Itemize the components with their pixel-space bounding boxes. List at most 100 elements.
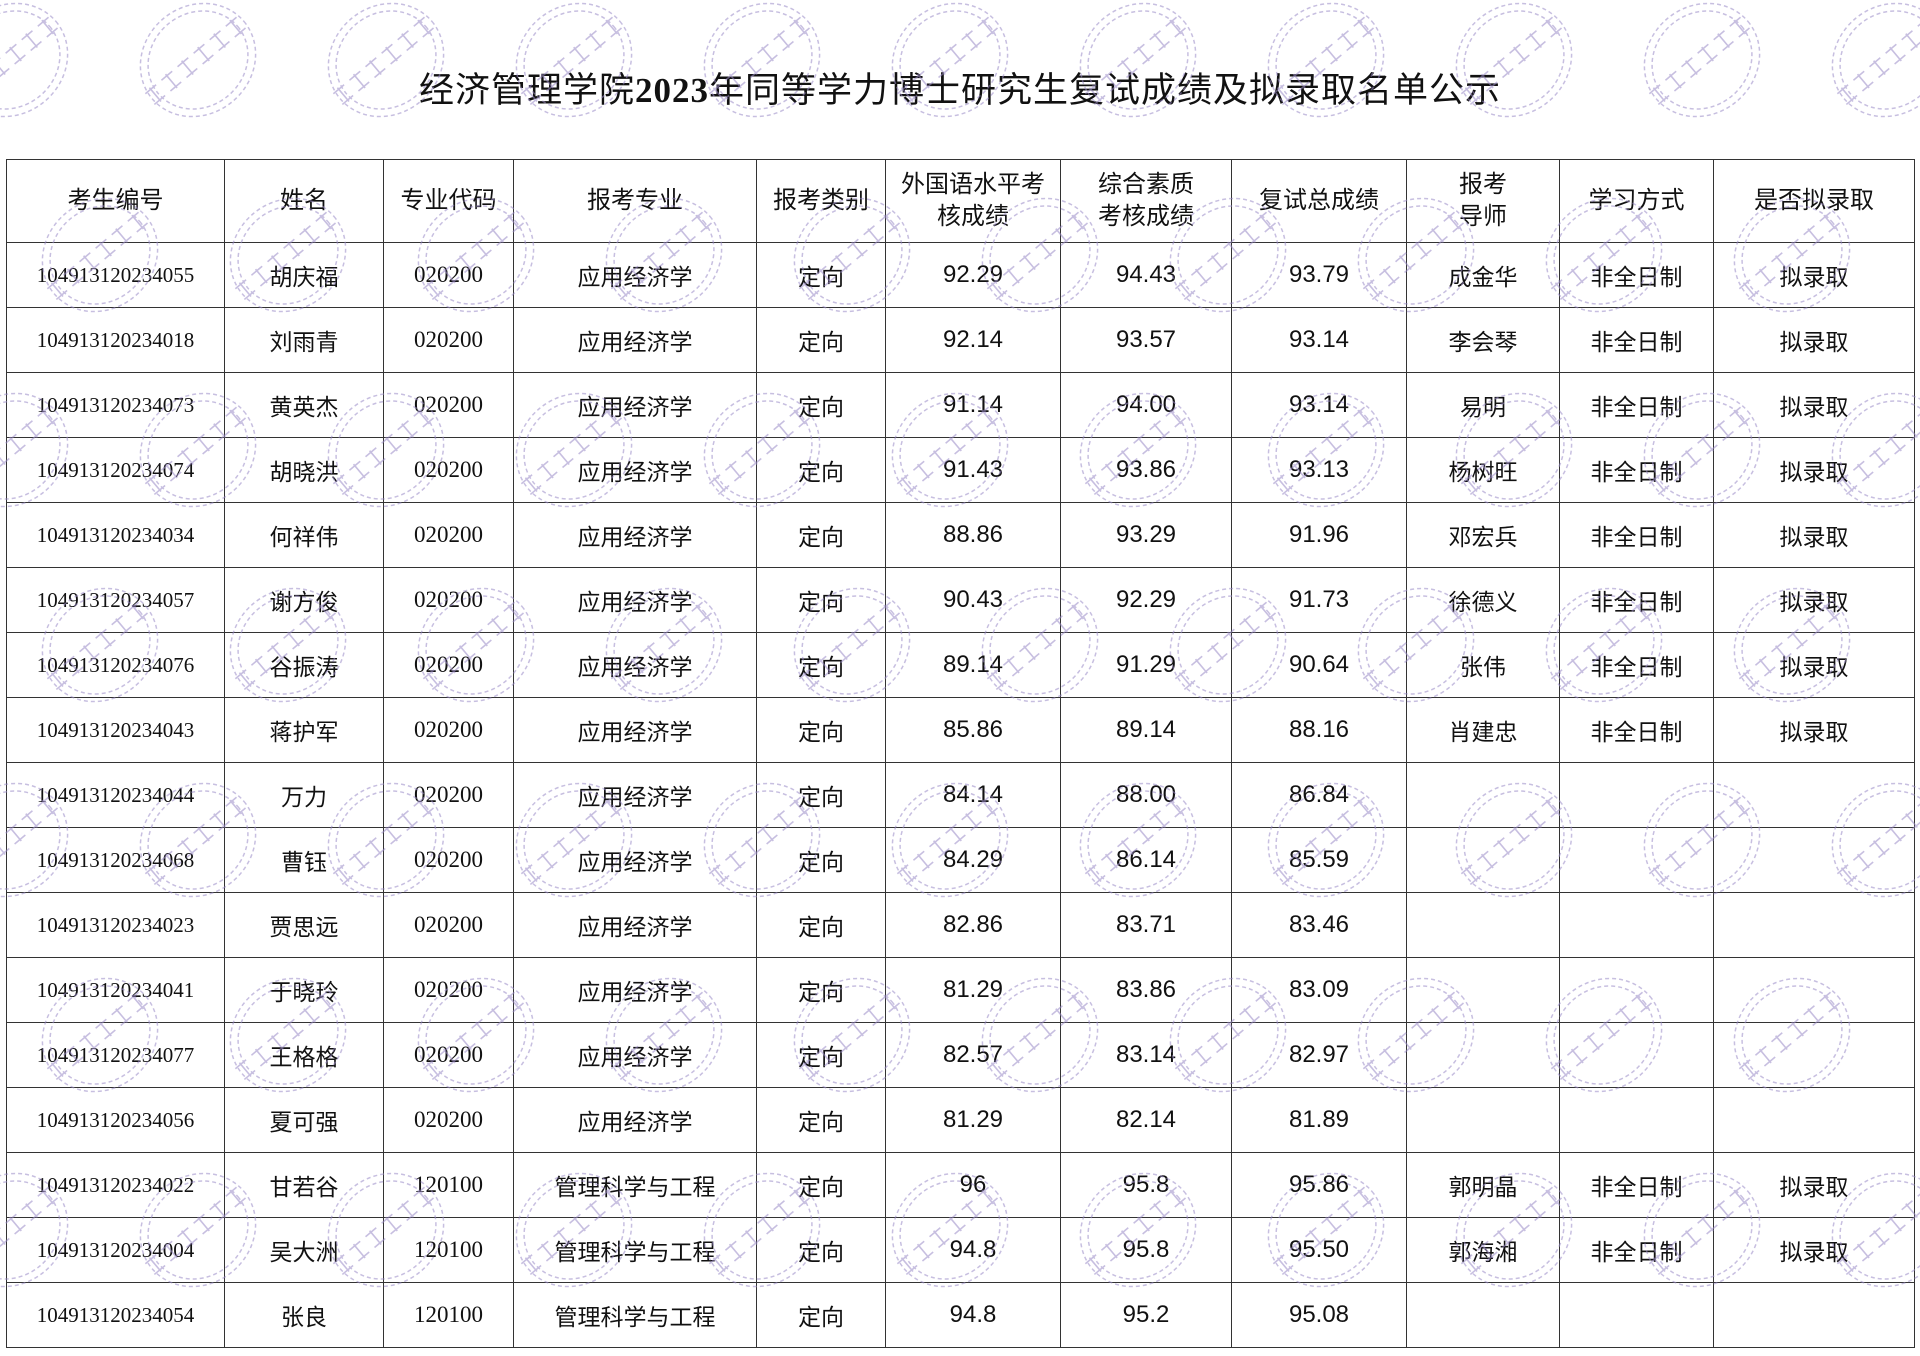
table-cell: 104913120234076 <box>6 632 225 698</box>
table-cell: 94.8 <box>885 1217 1061 1283</box>
table-cell: 104913120234034 <box>6 502 225 568</box>
table-cell: 非全日制 <box>1559 307 1714 373</box>
table-cell: 020200 <box>383 762 514 828</box>
table-cell: 104913120234043 <box>6 697 225 763</box>
table-row: 104913120234056 夏可强 020200 应用经济学 定向 81.29 82.1… <box>6 1087 1915 1153</box>
table-cell <box>1559 957 1714 1023</box>
table-cell: 104913120234018 <box>6 307 225 373</box>
table-cell: 83.14 <box>1060 1022 1232 1088</box>
column-header: 姓名 <box>224 159 384 243</box>
table-cell: 应用经济学 <box>513 762 757 828</box>
table-cell: 88.16 <box>1231 697 1407 763</box>
column-header: 是否拟录取 <box>1713 159 1915 243</box>
table-cell <box>1559 827 1714 893</box>
table-cell: 胡晓洪 <box>224 437 384 503</box>
table-cell: 邓宏兵 <box>1406 502 1560 568</box>
table-cell: 104913120234068 <box>6 827 225 893</box>
table-cell: 104913120234073 <box>6 372 225 438</box>
table-cell: 020200 <box>383 242 514 308</box>
table-cell: 拟录取 <box>1713 567 1915 633</box>
table-cell <box>1559 1087 1714 1153</box>
table-cell: 拟录取 <box>1713 437 1915 503</box>
column-header: 综合素质 考核成绩 <box>1060 159 1232 243</box>
table-cell: 夏可强 <box>224 1087 384 1153</box>
table-cell: 黄英杰 <box>224 372 384 438</box>
table-cell: 非全日制 <box>1559 697 1714 763</box>
table-row: 104913120234023 贾思远 020200 应用经济学 定向 82.86 83.7… <box>6 892 1915 958</box>
table-cell: 胡庆福 <box>224 242 384 308</box>
table-cell: 管理科学与工程 <box>513 1217 757 1283</box>
table-cell: 徐德义 <box>1406 567 1560 633</box>
table-cell: 86.14 <box>1060 827 1232 893</box>
table-row: 104913120234054 张良 120100 管理科学与工程 定向 94.8 95.2… <box>6 1282 1915 1348</box>
table-cell: 85.86 <box>885 697 1061 763</box>
title-year: 2023 <box>635 71 709 110</box>
table-cell: 于晓玲 <box>224 957 384 1023</box>
table-cell: 非全日制 <box>1559 372 1714 438</box>
table-cell: 92.29 <box>1060 567 1232 633</box>
table-cell: 82.86 <box>885 892 1061 958</box>
table-cell: 81.29 <box>885 1087 1061 1153</box>
table-cell: 拟录取 <box>1713 502 1915 568</box>
table-cell: 93.79 <box>1231 242 1407 308</box>
table-cell: 91.96 <box>1231 502 1407 568</box>
table-cell <box>1713 1087 1915 1153</box>
table-cell: 81.89 <box>1231 1087 1407 1153</box>
table-row: 104913120234041 于晓玲 020200 应用经济学 定向 81.29 83.8… <box>6 957 1915 1023</box>
table-cell: 谢方俊 <box>224 567 384 633</box>
table-cell: 82.97 <box>1231 1022 1407 1088</box>
table-cell: 郭明晶 <box>1406 1152 1560 1218</box>
table-cell: 94.43 <box>1060 242 1232 308</box>
table-cell: 88.00 <box>1060 762 1232 828</box>
table-cell: 83.46 <box>1231 892 1407 958</box>
table-cell: 定向 <box>756 242 886 308</box>
table-cell: 104913120234022 <box>6 1152 225 1218</box>
table-cell: 020200 <box>383 502 514 568</box>
table-cell: 非全日制 <box>1559 632 1714 698</box>
table-cell: 定向 <box>756 632 886 698</box>
table-cell: 万力 <box>224 762 384 828</box>
table-cell: 蒋护军 <box>224 697 384 763</box>
table-row: 104913120234022 甘若谷 120100 管理科学与工程 定向 96 95.8 9… <box>6 1152 1915 1218</box>
table-cell: 应用经济学 <box>513 502 757 568</box>
table-cell: 95.8 <box>1060 1217 1232 1283</box>
table-cell: 120100 <box>383 1152 514 1218</box>
table-cell: 020200 <box>383 307 514 373</box>
table-row: 104913120234057 谢方俊 020200 应用经济学 定向 90.43 92.2… <box>6 567 1915 633</box>
table-cell: 非全日制 <box>1559 1217 1714 1283</box>
table-cell: 应用经济学 <box>513 957 757 1023</box>
table-cell: 96 <box>885 1152 1061 1218</box>
column-header: 复试总成绩 <box>1231 159 1407 243</box>
table-cell: 95.50 <box>1231 1217 1407 1283</box>
table-cell: 90.64 <box>1231 632 1407 698</box>
table-cell: 93.86 <box>1060 437 1232 503</box>
table-row: 104913120234043 蒋护军 020200 应用经济学 定向 85.86 89.1… <box>6 697 1915 763</box>
table-cell: 104913120234074 <box>6 437 225 503</box>
table-cell: 拟录取 <box>1713 697 1915 763</box>
table-cell: 104913120234055 <box>6 242 225 308</box>
table-cell: 应用经济学 <box>513 632 757 698</box>
table-cell <box>1713 957 1915 1023</box>
table-cell: 104913120234023 <box>6 892 225 958</box>
column-header: 考生编号 <box>6 159 225 243</box>
table-cell: 91.29 <box>1060 632 1232 698</box>
table-cell: 83.71 <box>1060 892 1232 958</box>
table-cell: 91.14 <box>885 372 1061 438</box>
table-row: 104913120234044 万力 020200 应用经济学 定向 84.14 88.00… <box>6 762 1915 828</box>
table-cell: 定向 <box>756 1087 886 1153</box>
table-cell <box>1559 1282 1714 1348</box>
table-cell: 91.43 <box>885 437 1061 503</box>
table-cell: 谷振涛 <box>224 632 384 698</box>
table-cell: 89.14 <box>885 632 1061 698</box>
table-cell <box>1406 892 1560 958</box>
table-cell: 120100 <box>383 1282 514 1348</box>
table-cell: 杨树旺 <box>1406 437 1560 503</box>
table-cell: 020200 <box>383 437 514 503</box>
table-cell: 020200 <box>383 567 514 633</box>
table-cell: 89.14 <box>1060 697 1232 763</box>
table-cell: 定向 <box>756 827 886 893</box>
title-suffix: 年同等学力博士研究生复试成绩及拟录取名单公示 <box>709 71 1502 110</box>
table-cell: 拟录取 <box>1713 307 1915 373</box>
table-cell: 92.14 <box>885 307 1061 373</box>
table-cell: 定向 <box>756 957 886 1023</box>
